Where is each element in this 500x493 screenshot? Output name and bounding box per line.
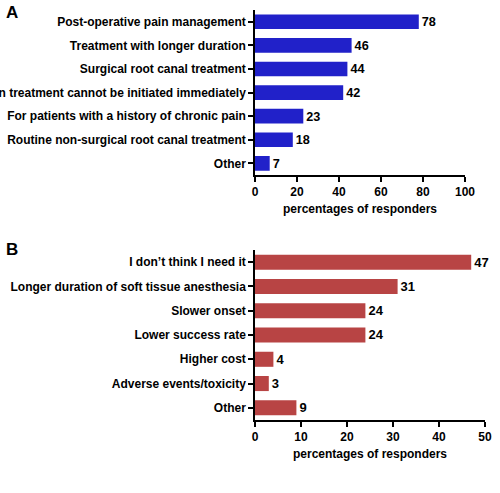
svg-text:31: 31 <box>401 279 415 294</box>
svg-text:A: A <box>6 3 18 22</box>
svg-text:0: 0 <box>252 185 259 199</box>
svg-text:44: 44 <box>350 62 364 76</box>
svg-text:When treatment cannot be initi: When treatment cannot be initiated immed… <box>0 86 246 100</box>
svg-text:23: 23 <box>306 110 320 124</box>
svg-text:Higher cost: Higher cost <box>180 352 246 366</box>
svg-text:46: 46 <box>355 39 369 53</box>
svg-text:9: 9 <box>299 400 306 415</box>
svg-text:24: 24 <box>368 327 383 342</box>
svg-text:Adverse events/toxicity: Adverse events/toxicity <box>112 377 246 391</box>
svg-text:4: 4 <box>276 352 284 367</box>
svg-text:Slower onset: Slower onset <box>171 304 246 318</box>
svg-text:40: 40 <box>332 185 346 199</box>
svg-text:50: 50 <box>478 430 492 444</box>
svg-text:18: 18 <box>296 133 310 147</box>
svg-text:30: 30 <box>386 430 400 444</box>
svg-text:7: 7 <box>273 157 280 171</box>
svg-text:78: 78 <box>422 15 436 29</box>
svg-text:Lower success rate: Lower success rate <box>134 328 246 342</box>
svg-text:42: 42 <box>346 86 360 100</box>
svg-text:For patients with a history of: For patients with a history of chronic p… <box>7 109 246 123</box>
svg-text:47: 47 <box>474 255 488 270</box>
svg-text:percentages of responders: percentages of responders <box>283 202 437 216</box>
svg-text:Longer duration of soft tissue: Longer duration of soft tissue anesthesi… <box>10 280 246 294</box>
svg-text:100: 100 <box>455 185 475 199</box>
svg-text:0: 0 <box>252 430 259 444</box>
svg-text:40: 40 <box>432 430 446 444</box>
svg-text:3: 3 <box>272 376 279 391</box>
svg-text:60: 60 <box>374 185 388 199</box>
svg-text:percentages of responders: percentages of responders <box>293 447 447 461</box>
svg-text:20: 20 <box>340 430 354 444</box>
svg-text:Routine non-surgical root cana: Routine non-surgical root canal treatmen… <box>7 133 246 147</box>
svg-text:20: 20 <box>290 185 304 199</box>
svg-text:B: B <box>6 240 18 259</box>
svg-text:Post-operative pain management: Post-operative pain management <box>57 15 246 29</box>
svg-text:10: 10 <box>294 430 308 444</box>
svg-text:Surgical root canal treatment: Surgical root canal treatment <box>80 62 246 76</box>
svg-text:Other: Other <box>214 157 246 171</box>
svg-text:24: 24 <box>368 303 383 318</box>
svg-text:Treatment with longer duration: Treatment with longer duration <box>70 39 246 53</box>
svg-text:I don’t think I need it: I don’t think I need it <box>129 255 246 269</box>
svg-text:80: 80 <box>416 185 430 199</box>
svg-text:Other: Other <box>214 401 246 415</box>
